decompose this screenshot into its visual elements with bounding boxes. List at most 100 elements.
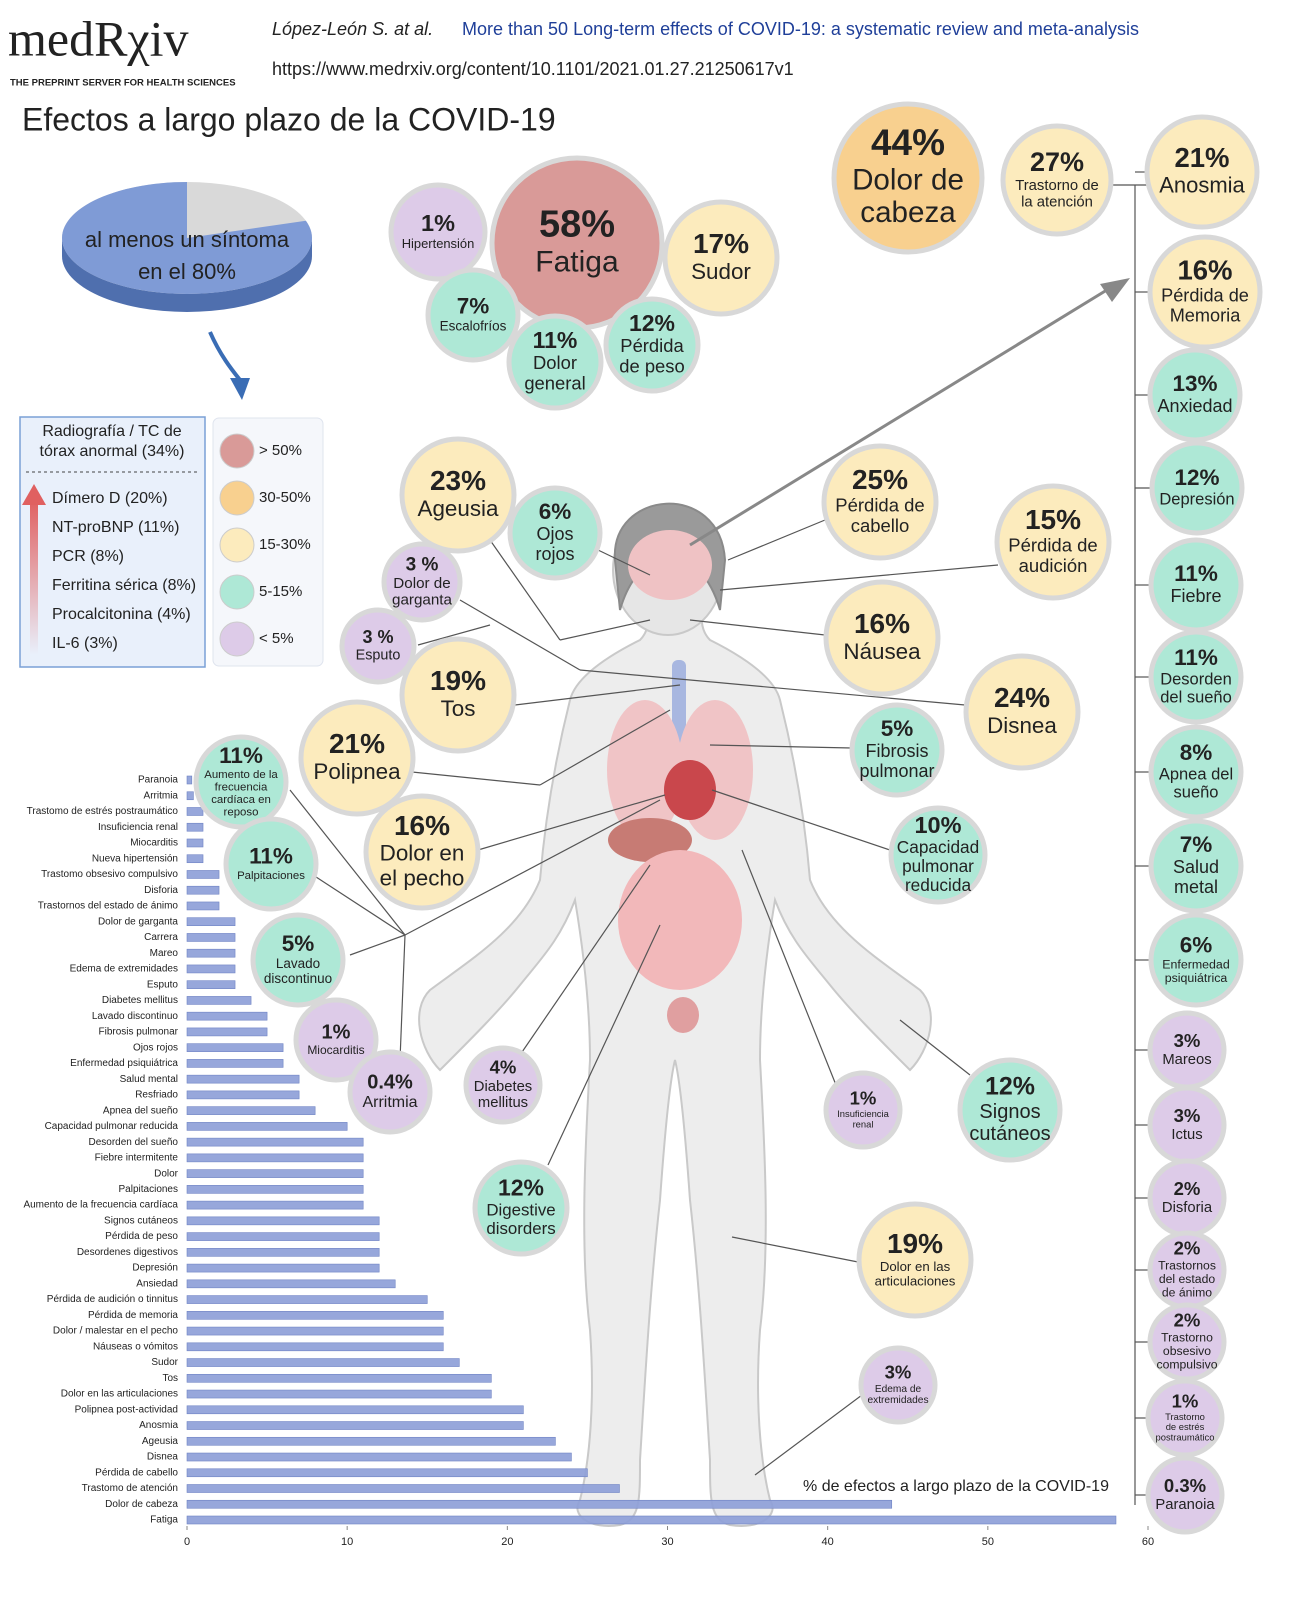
legend-label: 5-15% <box>259 583 302 600</box>
bubble <box>963 653 1081 771</box>
y-tick-label: Náuseas o vómitos <box>93 1341 178 1352</box>
bubble-label: Anosmia <box>1159 173 1245 198</box>
connector <box>459 599 581 671</box>
y-tick-label: Pérdida de memoria <box>88 1310 178 1321</box>
bubble-label: Dolor <box>533 352 577 373</box>
y-tick-label: Fiebre intermitente <box>95 1153 179 1164</box>
tagline: THE PREPRINT SERVER FOR HEALTH SCIENCES <box>10 78 236 89</box>
bar <box>186 1043 284 1052</box>
bar <box>186 791 194 801</box>
bubble-label: rojos <box>535 544 574 564</box>
bubble-label: reducida <box>905 875 972 895</box>
bubble-percent: 4% <box>490 1057 517 1078</box>
bubble-percent: 12% <box>985 1073 1035 1101</box>
intestines <box>618 850 742 990</box>
bubble-percent: 1% <box>850 1088 877 1109</box>
bar <box>186 1122 348 1131</box>
connectors <box>289 184 1148 1505</box>
bubble <box>1148 818 1244 914</box>
connector <box>559 619 651 641</box>
bubble-percent: 6% <box>1180 932 1213 957</box>
bar <box>186 1011 268 1021</box>
connector <box>539 709 671 786</box>
lab-item: PCR (8%) <box>52 548 124 565</box>
bubble <box>994 483 1112 601</box>
trachea <box>672 660 686 750</box>
x-axis-label: % de efectos a largo plazo de la COVID-1… <box>803 1478 1109 1495</box>
y-tick-label: Fibrosis pulmonar <box>99 1027 179 1038</box>
lab-item: Procalcitonina (4%) <box>52 606 191 623</box>
bubble <box>888 805 988 905</box>
bubble-label: Capacidad <box>897 837 979 857</box>
y-tick-label: Trastomo de estrés postraumático <box>27 806 179 817</box>
y-tick-label: Trastomo de atención <box>82 1483 178 1494</box>
bubble-label: Miocarditis <box>307 1043 364 1057</box>
bubble-label: Sudor <box>691 259 751 284</box>
bar <box>186 1279 396 1289</box>
y-tick-label: Dolor / malestar en el pecho <box>53 1326 179 1337</box>
connector <box>312 874 406 936</box>
bubble-label: frecuencia <box>215 782 268 794</box>
bar <box>186 822 204 832</box>
main-title: Efectos a largo plazo de la COVID-19 <box>22 101 556 137</box>
lab-item: Dímero D (20%) <box>52 490 168 507</box>
y-tick-label: Depresión <box>132 1263 178 1274</box>
bar <box>186 1090 300 1100</box>
y-tick-label: Disnea <box>147 1452 179 1463</box>
bubble <box>399 636 517 754</box>
bubble <box>1148 629 1244 725</box>
connector <box>477 794 666 851</box>
bubble-percent: 44% <box>871 122 945 163</box>
y-tick-label: Insuficiencia renal <box>98 822 178 833</box>
y-tick-label: Mareo <box>150 948 179 959</box>
bubble-label: Pérdida de <box>1161 285 1249 305</box>
bubble-label: Escalofríos <box>440 318 507 333</box>
bubble-percent: 7% <box>457 294 490 319</box>
bubble-percent: 1% <box>1172 1390 1199 1411</box>
y-tick-label: Arritmia <box>144 790 179 801</box>
bubble-label: Dolor de <box>852 164 964 197</box>
bar <box>186 1358 460 1367</box>
paper-title[interactable]: More than 50 Long-term effects of COVID-… <box>462 19 1139 39</box>
bar-chart: Paranoia Arritmia Trastomo de estrés postr… <box>23 775 1154 1548</box>
bubble-label: Dolor en <box>380 841 465 866</box>
bubble <box>381 541 463 623</box>
bubble-label: general <box>524 372 585 393</box>
x-tick-label: 20 <box>501 1536 513 1548</box>
bubble <box>1148 912 1244 1008</box>
bubble-label: Ictus <box>1171 1127 1202 1143</box>
bubble-label: pulmonar <box>859 761 934 781</box>
bubble-label: del sueño <box>1160 689 1232 707</box>
bubble-percent: 21% <box>1174 142 1229 173</box>
pie-arrow-head <box>230 378 250 400</box>
bubble <box>363 793 481 911</box>
bubble-label: postraumático <box>1156 1432 1215 1443</box>
paper-url[interactable]: https://www.medrxiv.org/content/10.1101/… <box>272 59 794 79</box>
bubble <box>1145 1455 1225 1535</box>
bubble <box>823 1070 903 1150</box>
bubble-percent: 0.3% <box>1164 1475 1206 1496</box>
legend: > 50% 30-50% 15-30% 5-15% < 5% <box>219 433 311 657</box>
bar <box>186 1248 380 1257</box>
bubble-label: Anxiedad <box>1157 396 1232 416</box>
legend-label: 30-50% <box>259 489 311 506</box>
bubble <box>1147 234 1263 350</box>
bubble <box>603 296 701 394</box>
bubble-label: de ánimo <box>1162 1286 1212 1300</box>
bubble <box>662 199 780 317</box>
bar <box>186 1468 588 1478</box>
y-tick-label: Diabetes mellitus <box>102 995 178 1006</box>
y-tick-label: Trastornos del estado de ánimo <box>38 901 179 912</box>
bubble-label: Disforia <box>1162 1200 1213 1216</box>
bubble-percent: 1% <box>421 210 455 236</box>
y-tick-label: Aumento de la frecuencia cardíaca <box>23 1200 178 1211</box>
y-tick-label: Apnea del sueño <box>103 1105 179 1116</box>
connector <box>741 849 839 1091</box>
bubble <box>339 607 417 685</box>
legend-swatch <box>219 480 255 516</box>
bar <box>186 1232 380 1241</box>
bubble-label: compulsivo <box>1156 1358 1217 1372</box>
bubble-label: Enfermedad <box>1162 957 1230 971</box>
bubble <box>298 699 416 817</box>
bubble-label: de estrés <box>1166 1421 1205 1432</box>
